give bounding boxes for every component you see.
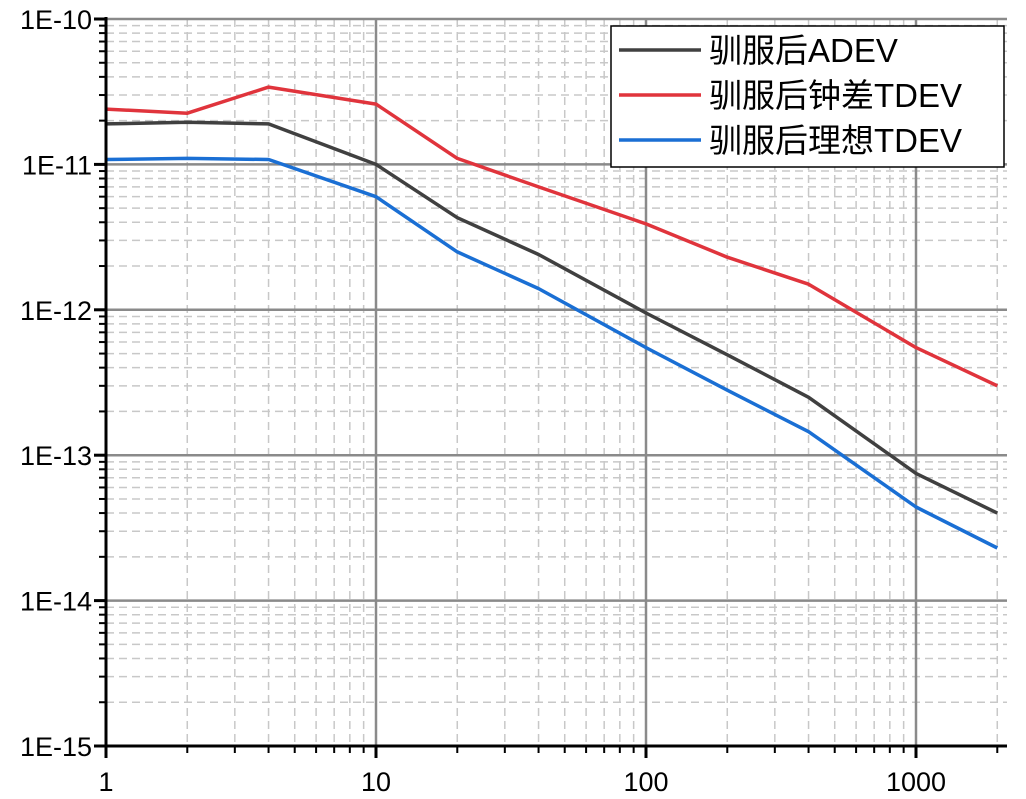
series-lines: [105, 85, 999, 550]
axes: [94, 17, 1007, 758]
series-line-1: [105, 120, 999, 515]
legend-label-3: 驯服后理想TDEV: [709, 122, 962, 159]
y-tick-label: 1E-15: [20, 732, 92, 762]
x-tick-label: 10: [361, 767, 391, 797]
tick-labels: 1 10 100 1000 1E-15 1E-14 1E-13 1E-12 1E-11 1E-10: [20, 5, 946, 797]
series-line-2: [105, 85, 999, 388]
y-tick-label: 1E-13: [20, 441, 92, 471]
legend: 驯服后ADEV 驯服后钟差TDEV 驯服后理想TDEV: [610, 25, 1005, 168]
x-tick-label: 1: [98, 767, 113, 797]
y-tick-label: 1E-12: [20, 296, 92, 326]
x-tick-label: 1000: [886, 767, 946, 797]
x-tick-label: 100: [623, 767, 668, 797]
y-tick-label: 1E-14: [20, 587, 92, 617]
series-line-3: [105, 156, 999, 550]
y-tick-label: 1E-11: [22, 150, 92, 180]
y-tick-label: 1E-10: [20, 5, 92, 35]
legend-label-2: 驯服后钟差TDEV: [709, 77, 962, 114]
legend-label-1: 驯服后ADEV: [709, 32, 898, 69]
